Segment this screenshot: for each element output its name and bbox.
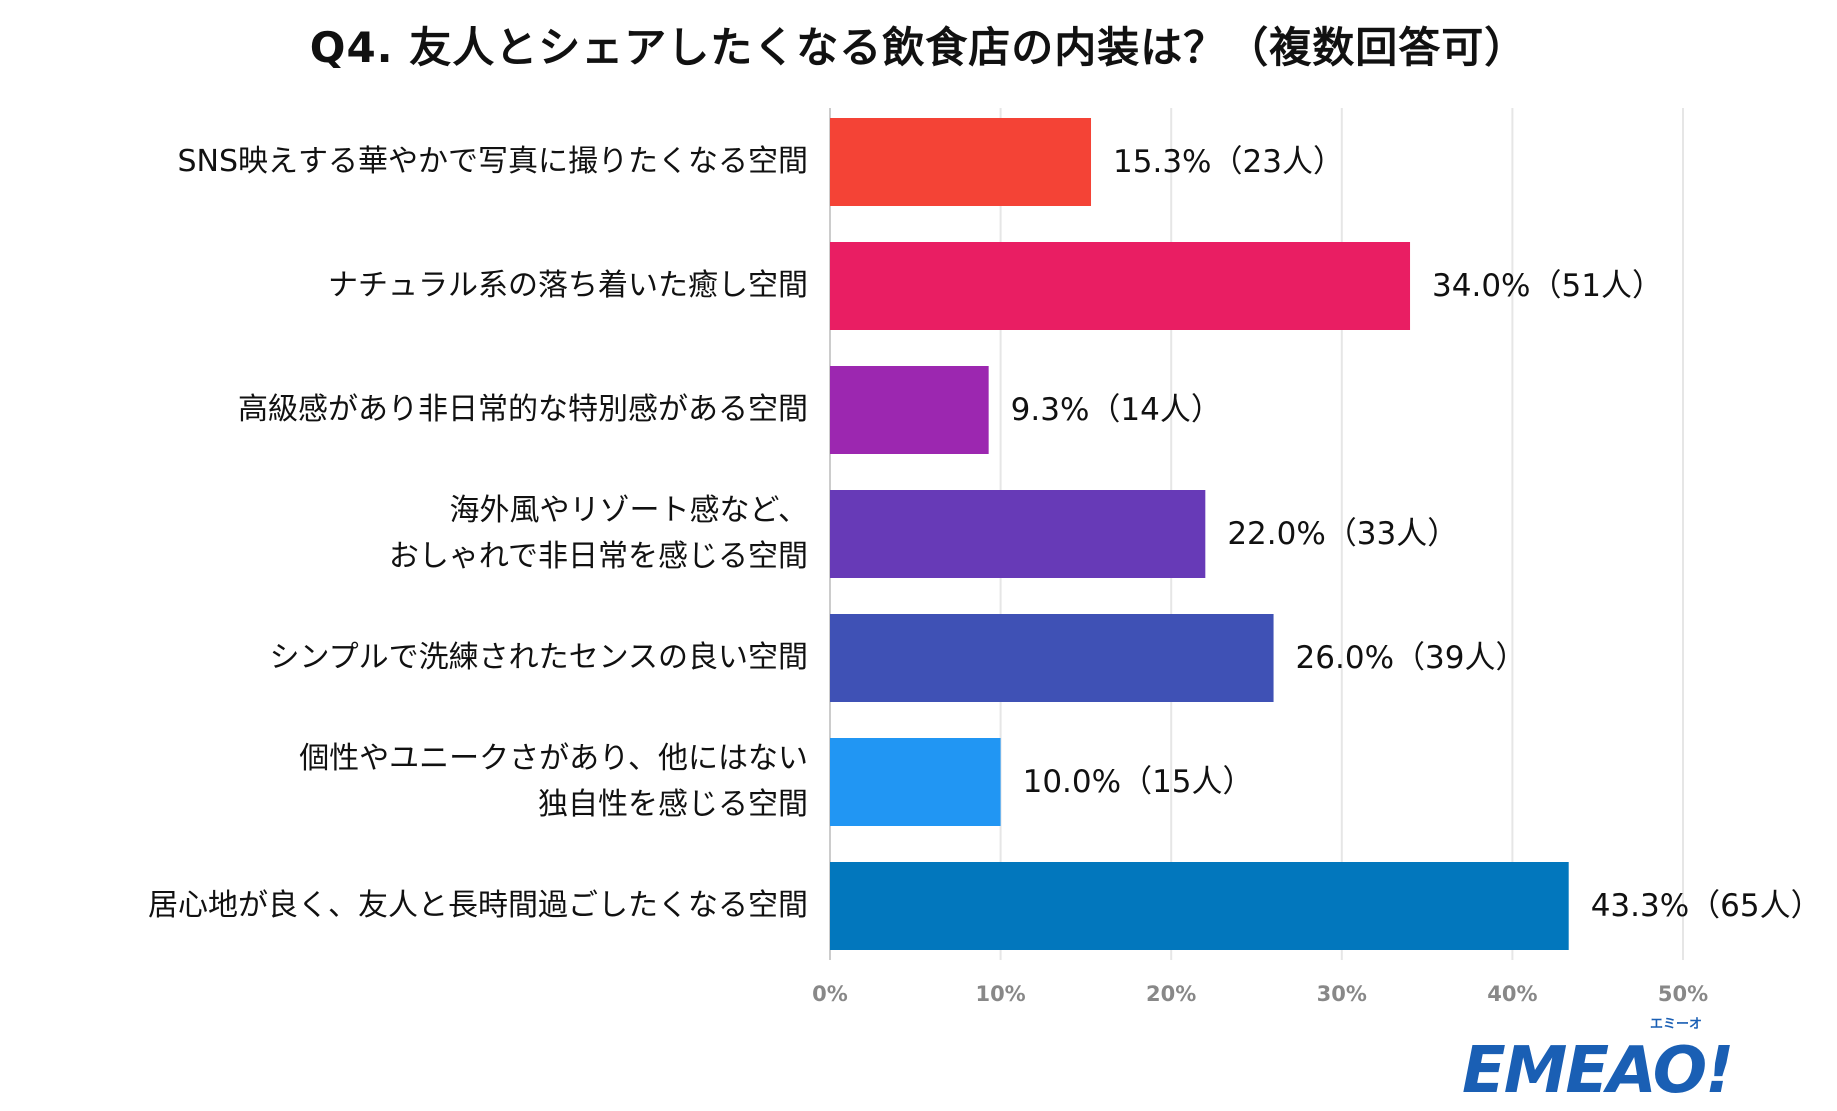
bar	[830, 614, 1274, 702]
bar-data-label: 9.3%（14人）	[1010, 392, 1222, 428]
chart-title: Q4. 友人とシェアしたくなる飲食店の内装は？（複数回答可）	[309, 23, 1528, 72]
logo-subtext: エミーオ	[1650, 1017, 1702, 1032]
emeao-logo: エミーオ EMEAO!	[1462, 1017, 1734, 1100]
category-label: 個性やユニークさがあり、他にはない 独自性を感じる空間	[299, 741, 808, 822]
bar-data-label: 26.0%（39人）	[1295, 640, 1527, 676]
bar	[830, 118, 1092, 206]
bar-data-label: 43.3%（65人）	[1590, 888, 1822, 924]
bar-data-label: 22.0%（33人）	[1227, 516, 1459, 552]
category-label: ナチュラル系の落ち着いた癒し空間	[328, 268, 808, 303]
x-tick-label: 20%	[1146, 982, 1197, 1006]
category-label: 海外風やリゾート感など、 おしゃれで非日常を感じる空間	[388, 493, 808, 574]
bar	[830, 862, 1569, 950]
bar	[830, 490, 1206, 578]
bar	[830, 366, 989, 454]
category-label: 高級感があり非日常的な特別感がある空間	[238, 392, 808, 427]
bar	[830, 242, 1411, 330]
bar-data-label: 10.0%（15人）	[1022, 764, 1254, 800]
x-tick-label: 30%	[1316, 982, 1367, 1006]
x-tick-label: 10%	[975, 982, 1026, 1006]
category-label: シンプルで洗練されたセンスの良い空間	[269, 640, 809, 675]
bar-data-label: 34.0%（51人）	[1432, 268, 1663, 304]
x-tick-label: 50%	[1657, 982, 1709, 1006]
x-tick-label: 40%	[1487, 982, 1538, 1006]
category-label: SNS映えする華やかで写真に撮りたくなる空間	[177, 144, 808, 179]
logo-text: EMEAO!	[1462, 1034, 1732, 1100]
category-label: 居心地が良く、友人と長時間過ごしたくなる空間	[148, 888, 808, 923]
x-tick-label: 0%	[812, 982, 848, 1006]
bar-data-label: 15.3%（23人）	[1113, 144, 1344, 180]
bar	[830, 738, 1001, 826]
